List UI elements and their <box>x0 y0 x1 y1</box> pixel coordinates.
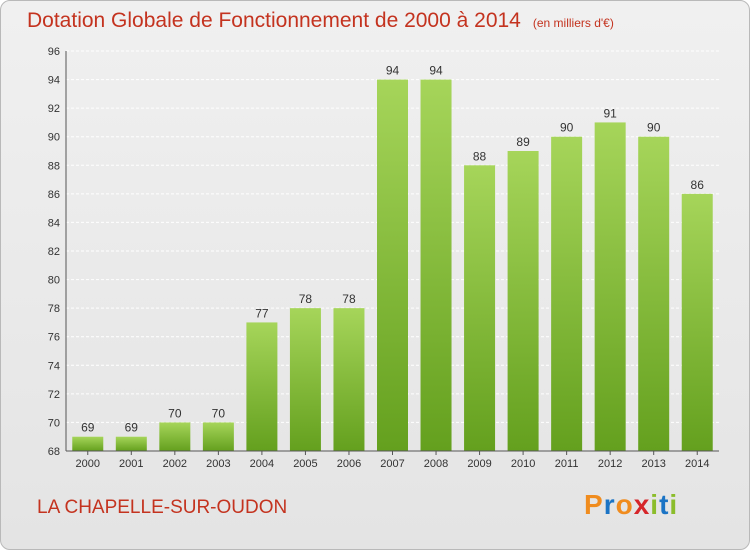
logo-letter: x <box>633 489 651 520</box>
data-label: 94 <box>386 64 400 78</box>
x-tick-label: 2003 <box>206 458 230 470</box>
bar <box>507 151 539 451</box>
data-label: 69 <box>81 421 95 435</box>
data-label: 77 <box>255 306 269 320</box>
axes <box>65 51 719 455</box>
chart-unit: (en milliers d'€) <box>532 16 614 30</box>
x-tick-labels: 2000 2001 2002 2003 2004 2005 2006 2007 2008 2009… <box>76 458 710 470</box>
chart-title-text: Dotation Globale de Fonctionnement de 20… <box>27 9 521 32</box>
bar <box>464 165 496 452</box>
y-tick-label: 72 <box>48 389 60 401</box>
bar <box>377 79 408 452</box>
logo-letter: i <box>669 489 679 520</box>
y-tick-label: 76 <box>48 332 60 344</box>
bars <box>72 79 713 452</box>
data-label: 69 <box>125 421 139 435</box>
y-tick-label: 78 <box>48 303 60 315</box>
data-label: 94 <box>429 64 443 78</box>
y-tick-label: 88 <box>48 160 60 172</box>
x-tick-label: 2001 <box>119 458 143 470</box>
y-tick-label: 80 <box>48 275 60 287</box>
data-label: 90 <box>647 121 661 135</box>
bar <box>246 322 278 451</box>
data-label: 78 <box>299 292 313 306</box>
y-tick-labels: 68 70 72 74 76 78 80 82 84 86 88 90 92 94 96 <box>48 46 60 458</box>
y-tick-label: 94 <box>48 75 60 87</box>
data-label: 86 <box>691 178 705 192</box>
y-tick-label: 74 <box>48 360 60 372</box>
y-tick-label: 96 <box>48 46 60 58</box>
x-tick-label: 2008 <box>424 458 448 470</box>
x-tick-label: 2009 <box>467 458 491 470</box>
y-tick-label: 82 <box>48 246 60 258</box>
y-tick-label: 68 <box>48 446 60 458</box>
x-tick-label: 2004 <box>250 458 274 470</box>
y-tick-label: 90 <box>48 132 60 144</box>
bar <box>420 79 452 452</box>
y-tick-label: 86 <box>48 189 60 201</box>
x-tick-label: 2011 <box>555 458 579 470</box>
y-tick-label: 92 <box>48 103 60 115</box>
bar <box>115 436 147 451</box>
bar <box>551 136 583 451</box>
x-tick-label: 2000 <box>76 458 100 470</box>
chart-title: Dotation Globale de Fonctionnement de 20… <box>27 9 727 33</box>
data-label: 90 <box>560 121 574 135</box>
bar <box>333 308 365 451</box>
data-label: 70 <box>168 406 182 420</box>
x-tick-label: 2013 <box>641 458 665 470</box>
bar <box>594 122 626 451</box>
x-tick-label: 2005 <box>293 458 317 470</box>
logo-letter: i <box>650 489 660 520</box>
bar <box>159 422 191 451</box>
bar <box>72 436 104 451</box>
y-tick-label: 70 <box>48 417 60 429</box>
data-label: 78 <box>342 292 356 306</box>
data-labels: 69 69 70 70 77 78 78 94 94 88 89 90 91 90 86 <box>81 64 704 435</box>
logo-letter: P <box>584 489 604 520</box>
x-tick-label: 2012 <box>598 458 622 470</box>
data-label: 91 <box>603 106 617 120</box>
bar <box>638 136 670 451</box>
x-tick-label: 2006 <box>337 458 361 470</box>
proxiti-logo: Proxiti <box>584 489 678 521</box>
logo-letter: t <box>659 489 670 520</box>
y-tick-label: 84 <box>48 217 60 229</box>
bar <box>681 193 713 451</box>
x-tick-label: 2014 <box>685 458 709 470</box>
x-tick-label: 2007 <box>380 458 404 470</box>
x-tick-label: 2010 <box>511 458 535 470</box>
x-tick-label: 2002 <box>163 458 187 470</box>
data-label: 88 <box>473 149 487 163</box>
logo-letter: o <box>615 489 634 520</box>
data-label: 70 <box>212 406 226 420</box>
bar <box>202 422 234 451</box>
commune-name: LA CHAPELLE-SUR-OUDON <box>37 497 288 518</box>
logo-letter: r <box>603 489 616 520</box>
data-label: 89 <box>516 135 530 149</box>
bar <box>289 308 321 451</box>
